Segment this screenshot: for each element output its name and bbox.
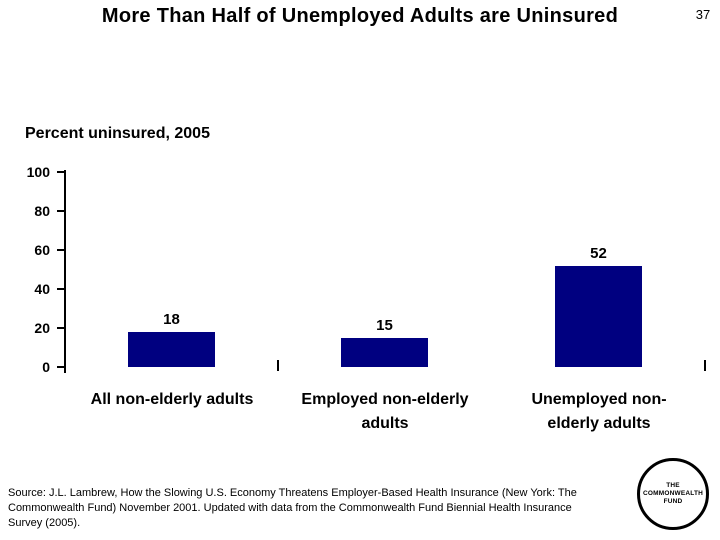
y-axis-tick-label: 60 xyxy=(34,242,50,258)
category-label-unemployed-nonelderly: Unemployed non- elderly adults xyxy=(479,388,719,436)
category-label-line: All non-elderly adults xyxy=(90,391,254,408)
chart-heading: Percent uninsured, 2005 xyxy=(25,125,210,142)
bar-all-nonelderly xyxy=(128,332,215,367)
source-note-line: Source: J.L. Lambrew, How the Slowing U.… xyxy=(8,487,577,499)
bar-value-label: 52 xyxy=(590,245,607,262)
logo-text-line: COMMONWEALTH xyxy=(642,490,704,497)
y-axis-tick-label: 80 xyxy=(34,203,50,219)
category-label-line: elderly adults xyxy=(547,415,651,432)
y-axis-tick xyxy=(57,327,64,329)
y-axis-line xyxy=(64,170,66,373)
source-note-line: Commonwealth Fund) November 2001. Update… xyxy=(8,502,572,514)
category-label-line: Employed non-elderly xyxy=(301,391,469,408)
y-axis-tick-label: 20 xyxy=(34,320,50,336)
y-axis-tick-label: 40 xyxy=(34,281,50,297)
bar-unemployed-nonelderly xyxy=(555,266,642,367)
category-axis-tick xyxy=(704,360,706,371)
y-axis-tick xyxy=(57,171,64,173)
bar-value-label: 15 xyxy=(376,317,393,334)
logo-text-line: THE xyxy=(666,482,680,489)
bar-value-label: 18 xyxy=(163,311,180,328)
slide-page-number: 37 xyxy=(695,7,711,22)
y-axis-tick xyxy=(57,249,64,251)
category-label-line: adults xyxy=(361,415,409,432)
commonwealth-fund-logo: THE COMMONWEALTH FUND xyxy=(637,458,709,530)
y-axis-tick-label: 100 xyxy=(26,164,50,180)
source-note-line: Survey (2005). xyxy=(8,517,81,529)
y-axis-tick xyxy=(57,288,64,290)
category-axis-tick xyxy=(277,360,279,371)
slide-title: More Than Half of Unemployed Adults are … xyxy=(101,5,619,27)
bar-employed-nonelderly xyxy=(341,338,428,367)
category-label-line: Unemployed non- xyxy=(531,391,667,408)
logo-text-line: FUND xyxy=(663,498,683,505)
y-axis-tick xyxy=(57,210,64,212)
category-label-all-nonelderly: All non-elderly adults xyxy=(52,388,292,412)
y-axis-tick-label: 0 xyxy=(42,359,50,375)
category-label-employed-nonelderly: Employed non-elderly adults xyxy=(265,388,505,436)
y-axis-tick xyxy=(57,366,64,368)
source-note: Source: J.L. Lambrew, How the Slowing U.… xyxy=(8,486,648,531)
